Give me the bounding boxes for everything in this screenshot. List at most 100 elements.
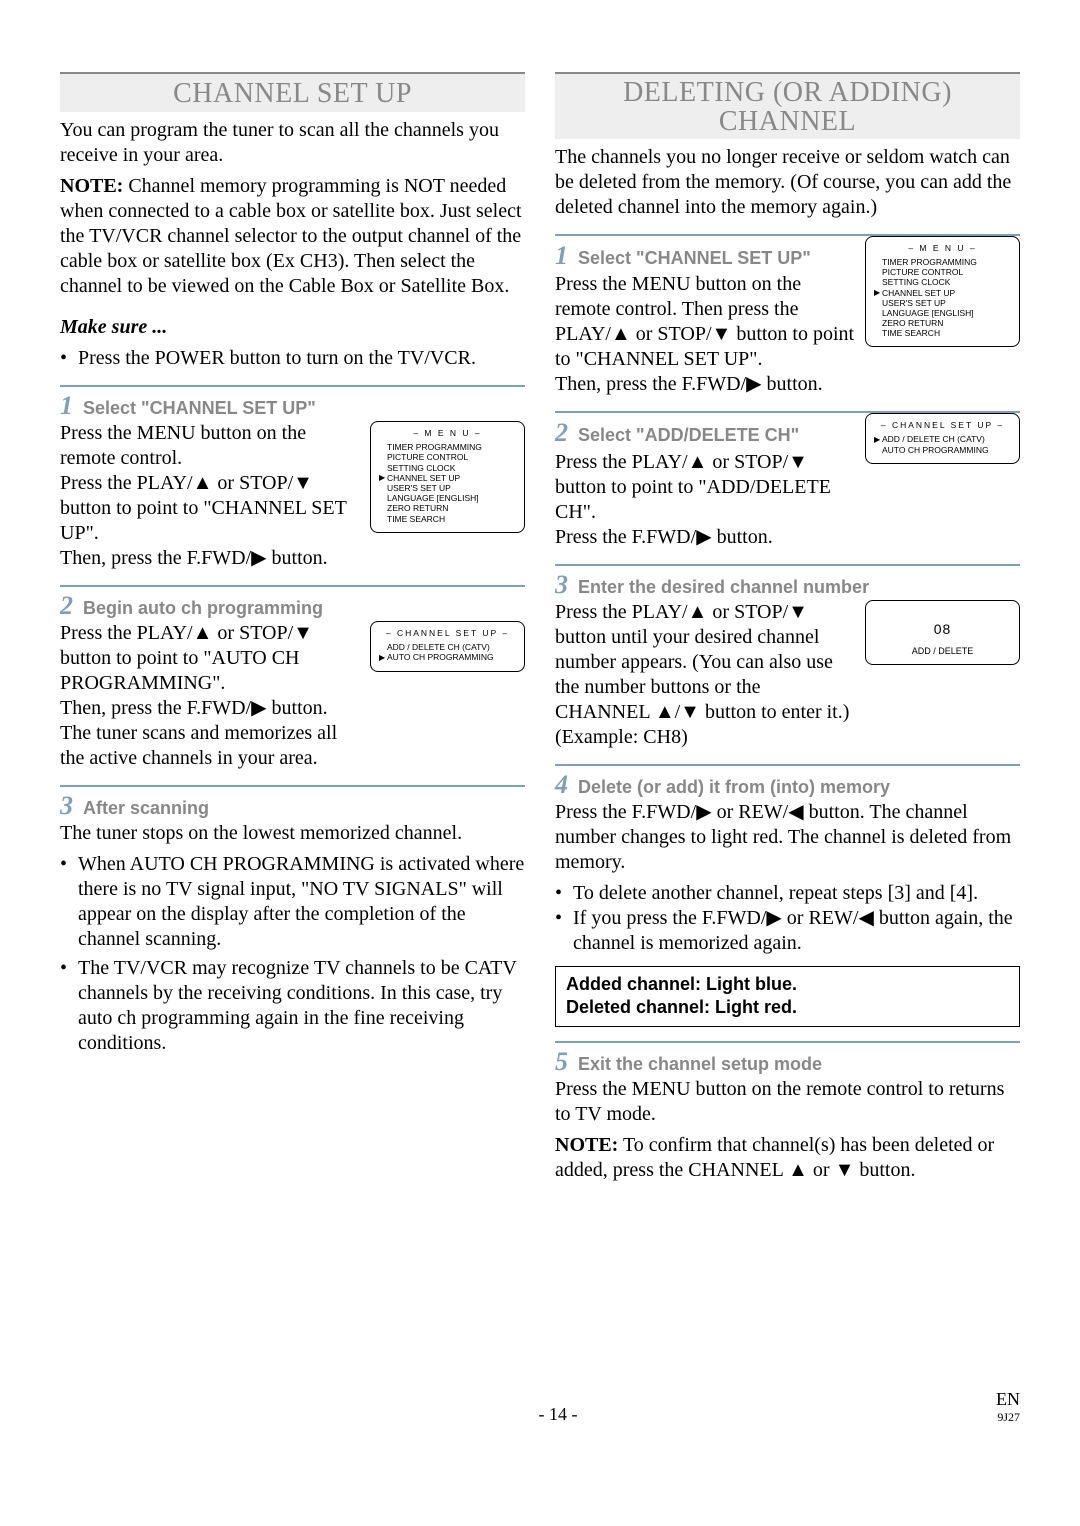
step3-bullet1: • When AUTO CH PROGRAMMING is activated … — [60, 852, 525, 952]
osd-channel-setup-box: – CHANNEL SET UP –▶ADD / DELETE CH (CATV… — [865, 413, 1020, 464]
r-step2-body: 2 Select "ADD/DELETE CH" Press the PLAY/… — [555, 413, 857, 550]
step3-p1: The tuner stops on the lowest memorized … — [60, 821, 525, 846]
osd-menu-item: ▶AUTO CH PROGRAMMING — [379, 652, 516, 662]
osd-menu-item-label: ADD / DELETE CH (CATV) — [882, 434, 985, 444]
osd-box-title: – M E N U – — [379, 428, 516, 438]
step-number: 1 — [60, 391, 73, 421]
color-legend-callout: Added channel: Light blue. Deleted chann… — [555, 966, 1020, 1027]
channel-number: 08 — [874, 621, 1011, 638]
osd-cursor-icon: ▶ — [379, 653, 387, 663]
t: Press the PLAY/ — [60, 622, 193, 644]
left-column: CHANNEL SET UP You can program the tuner… — [60, 72, 525, 1189]
section-title-deleting-adding: DELETING (OR ADDING) CHANNEL — [555, 72, 1020, 139]
bullet-dot: • — [555, 906, 573, 956]
step-number: 2 — [555, 417, 568, 450]
osd-menu-item: TIMER PROGRAMMING — [379, 442, 516, 452]
osd-box-title: – M E N U – — [874, 243, 1011, 253]
make-sure-bullet-text: Press the POWER button to turn on the TV… — [78, 346, 525, 371]
step-number: 3 — [60, 791, 73, 821]
up-icon: ▲ — [788, 1159, 808, 1181]
t: The tuner scans and memorizes all the ac… — [60, 722, 337, 769]
osd-menu-item-label: ZERO RETURN — [882, 318, 943, 328]
down-icon: ▼ — [835, 1159, 855, 1181]
r-step4-bullet2: • If you press the F.FWD/▶ or REW/◀ butt… — [555, 906, 1020, 956]
t: To confirm that channel(s) has been dele… — [555, 1134, 994, 1181]
osd-menu-box: – M E N U – TIMER PROGRAMMINGPICTURE CONT… — [370, 421, 525, 533]
step-label: Enter the desired channel number — [578, 577, 869, 598]
r-step2-row: 2 Select "ADD/DELETE CH" Press the PLAY/… — [555, 413, 1020, 550]
up-icon: ▲ — [655, 701, 675, 723]
up-icon: ▲ — [688, 451, 708, 473]
step-divider — [555, 564, 1020, 566]
t: Press the F.FWD/ — [555, 526, 696, 548]
right-icon: ▶ — [251, 547, 266, 569]
step2-body: Press the PLAY/▲ or STOP/▼ button to poi… — [60, 621, 362, 771]
osd-menu-box: – M E N U –TIMER PROGRAMMINGPICTURE CONT… — [865, 236, 1020, 348]
osd-menu-item: ▶CHANNEL SET UP — [379, 473, 516, 483]
osd-menu-item-label: AUTO CH PROGRAMMING — [882, 445, 989, 455]
osd-menu-item: ZERO RETURN — [874, 318, 1011, 328]
step-number: 2 — [60, 591, 73, 621]
osd-menu-item-label: USER'S SET UP — [387, 483, 451, 493]
r-step5-head: 5 Exit the channel setup mode — [555, 1047, 1020, 1077]
step-label: Begin auto ch programming — [83, 598, 323, 619]
intro-paragraph: You can program the tuner to scan all th… — [60, 118, 525, 168]
step-divider — [60, 385, 525, 387]
step-number: 3 — [555, 570, 568, 600]
t: Press the PLAY/ — [60, 472, 193, 494]
osd-menu-item: ZERO RETURN — [379, 503, 516, 513]
t: or STOP/ — [212, 472, 293, 494]
osd-menu-item: ADD / DELETE CH (CATV) — [379, 642, 516, 652]
r-step3-row: Press the PLAY/▲ or STOP/▼ button until … — [555, 600, 1020, 750]
r-step4-head: 4 Delete (or add) it from (into) memory — [555, 770, 1020, 800]
osd-menu-item-label: CHANNEL SET UP — [882, 288, 955, 298]
step-divider — [555, 764, 1020, 766]
step-number: 1 — [555, 240, 568, 273]
step1-p1: Press the MENU button on the remote cont… — [60, 422, 306, 469]
osd-cursor-icon: ▶ — [874, 435, 882, 445]
down-icon: ▼ — [293, 622, 313, 644]
osd-menu-item-label: ADD / DELETE CH (CATV) — [387, 642, 490, 652]
t: button. — [267, 547, 328, 569]
osd-menu-item: PICTURE CONTROL — [379, 452, 516, 462]
section-title-channel-setup: CHANNEL SET UP — [60, 72, 525, 112]
t: Then, press the F.FWD/ — [60, 547, 251, 569]
note-text: Channel memory programming is NOT needed… — [60, 175, 522, 297]
up-icon: ▲ — [193, 622, 213, 644]
step-divider — [555, 1041, 1020, 1043]
page-footer: - 14 - EN 9J27 — [60, 1389, 1020, 1425]
t: button. — [762, 373, 823, 395]
r-step1-body: 1 Select "CHANNEL SET UP" Press the MENU… — [555, 236, 857, 398]
note-label: NOTE: — [60, 175, 123, 197]
bullet-dot: • — [60, 346, 78, 371]
osd-menu-item-label: TIMER PROGRAMMING — [387, 442, 482, 452]
osd-channel-number-box: 08 ADD / DELETE — [865, 600, 1020, 666]
right-icon: ▶ — [696, 801, 711, 823]
right-icon: ▶ — [766, 907, 781, 929]
step-label: Delete (or add) it from (into) memory — [578, 777, 890, 798]
t: Press the PLAY/ — [555, 601, 688, 623]
t: or — [808, 1159, 835, 1181]
t: button. — [267, 697, 328, 719]
make-sure-heading: Make sure ... — [60, 315, 525, 340]
r-step1-row: 1 Select "CHANNEL SET UP" Press the MENU… — [555, 236, 1020, 398]
t: button. — [712, 526, 773, 548]
t: or REW/ — [712, 801, 789, 823]
page: CHANNEL SET UP You can program the tuner… — [0, 0, 1080, 1465]
t: or STOP/ — [707, 451, 788, 473]
osd-menu-item: USER'S SET UP — [874, 298, 1011, 308]
t: Then, press the F.FWD/ — [60, 697, 251, 719]
left-icon: ◀ — [858, 907, 873, 929]
step-label: Select "ADD/DELETE CH" — [578, 424, 799, 447]
r-step4-bullet1: • To delete another channel, repeat step… — [555, 881, 1020, 906]
osd-menu-item-label: LANGUAGE [ENGLISH] — [387, 493, 479, 503]
osd-menu-item-label: SETTING CLOCK — [387, 463, 455, 473]
r-step5-note: NOTE: To confirm that channel(s) has bee… — [555, 1133, 1020, 1183]
step3-b2: The TV/VCR may recognize TV channels to … — [78, 956, 525, 1056]
r-step4-p1: Press the F.FWD/▶ or REW/◀ button. The c… — [555, 800, 1020, 875]
r-step4-b2: If you press the F.FWD/▶ or REW/◀ button… — [573, 906, 1020, 956]
step2-header: 2 Begin auto ch programming — [60, 591, 525, 621]
page-number: - 14 - — [120, 1404, 996, 1425]
bullet-dot: • — [60, 956, 78, 1056]
osd-menu-item: PICTURE CONTROL — [874, 267, 1011, 277]
